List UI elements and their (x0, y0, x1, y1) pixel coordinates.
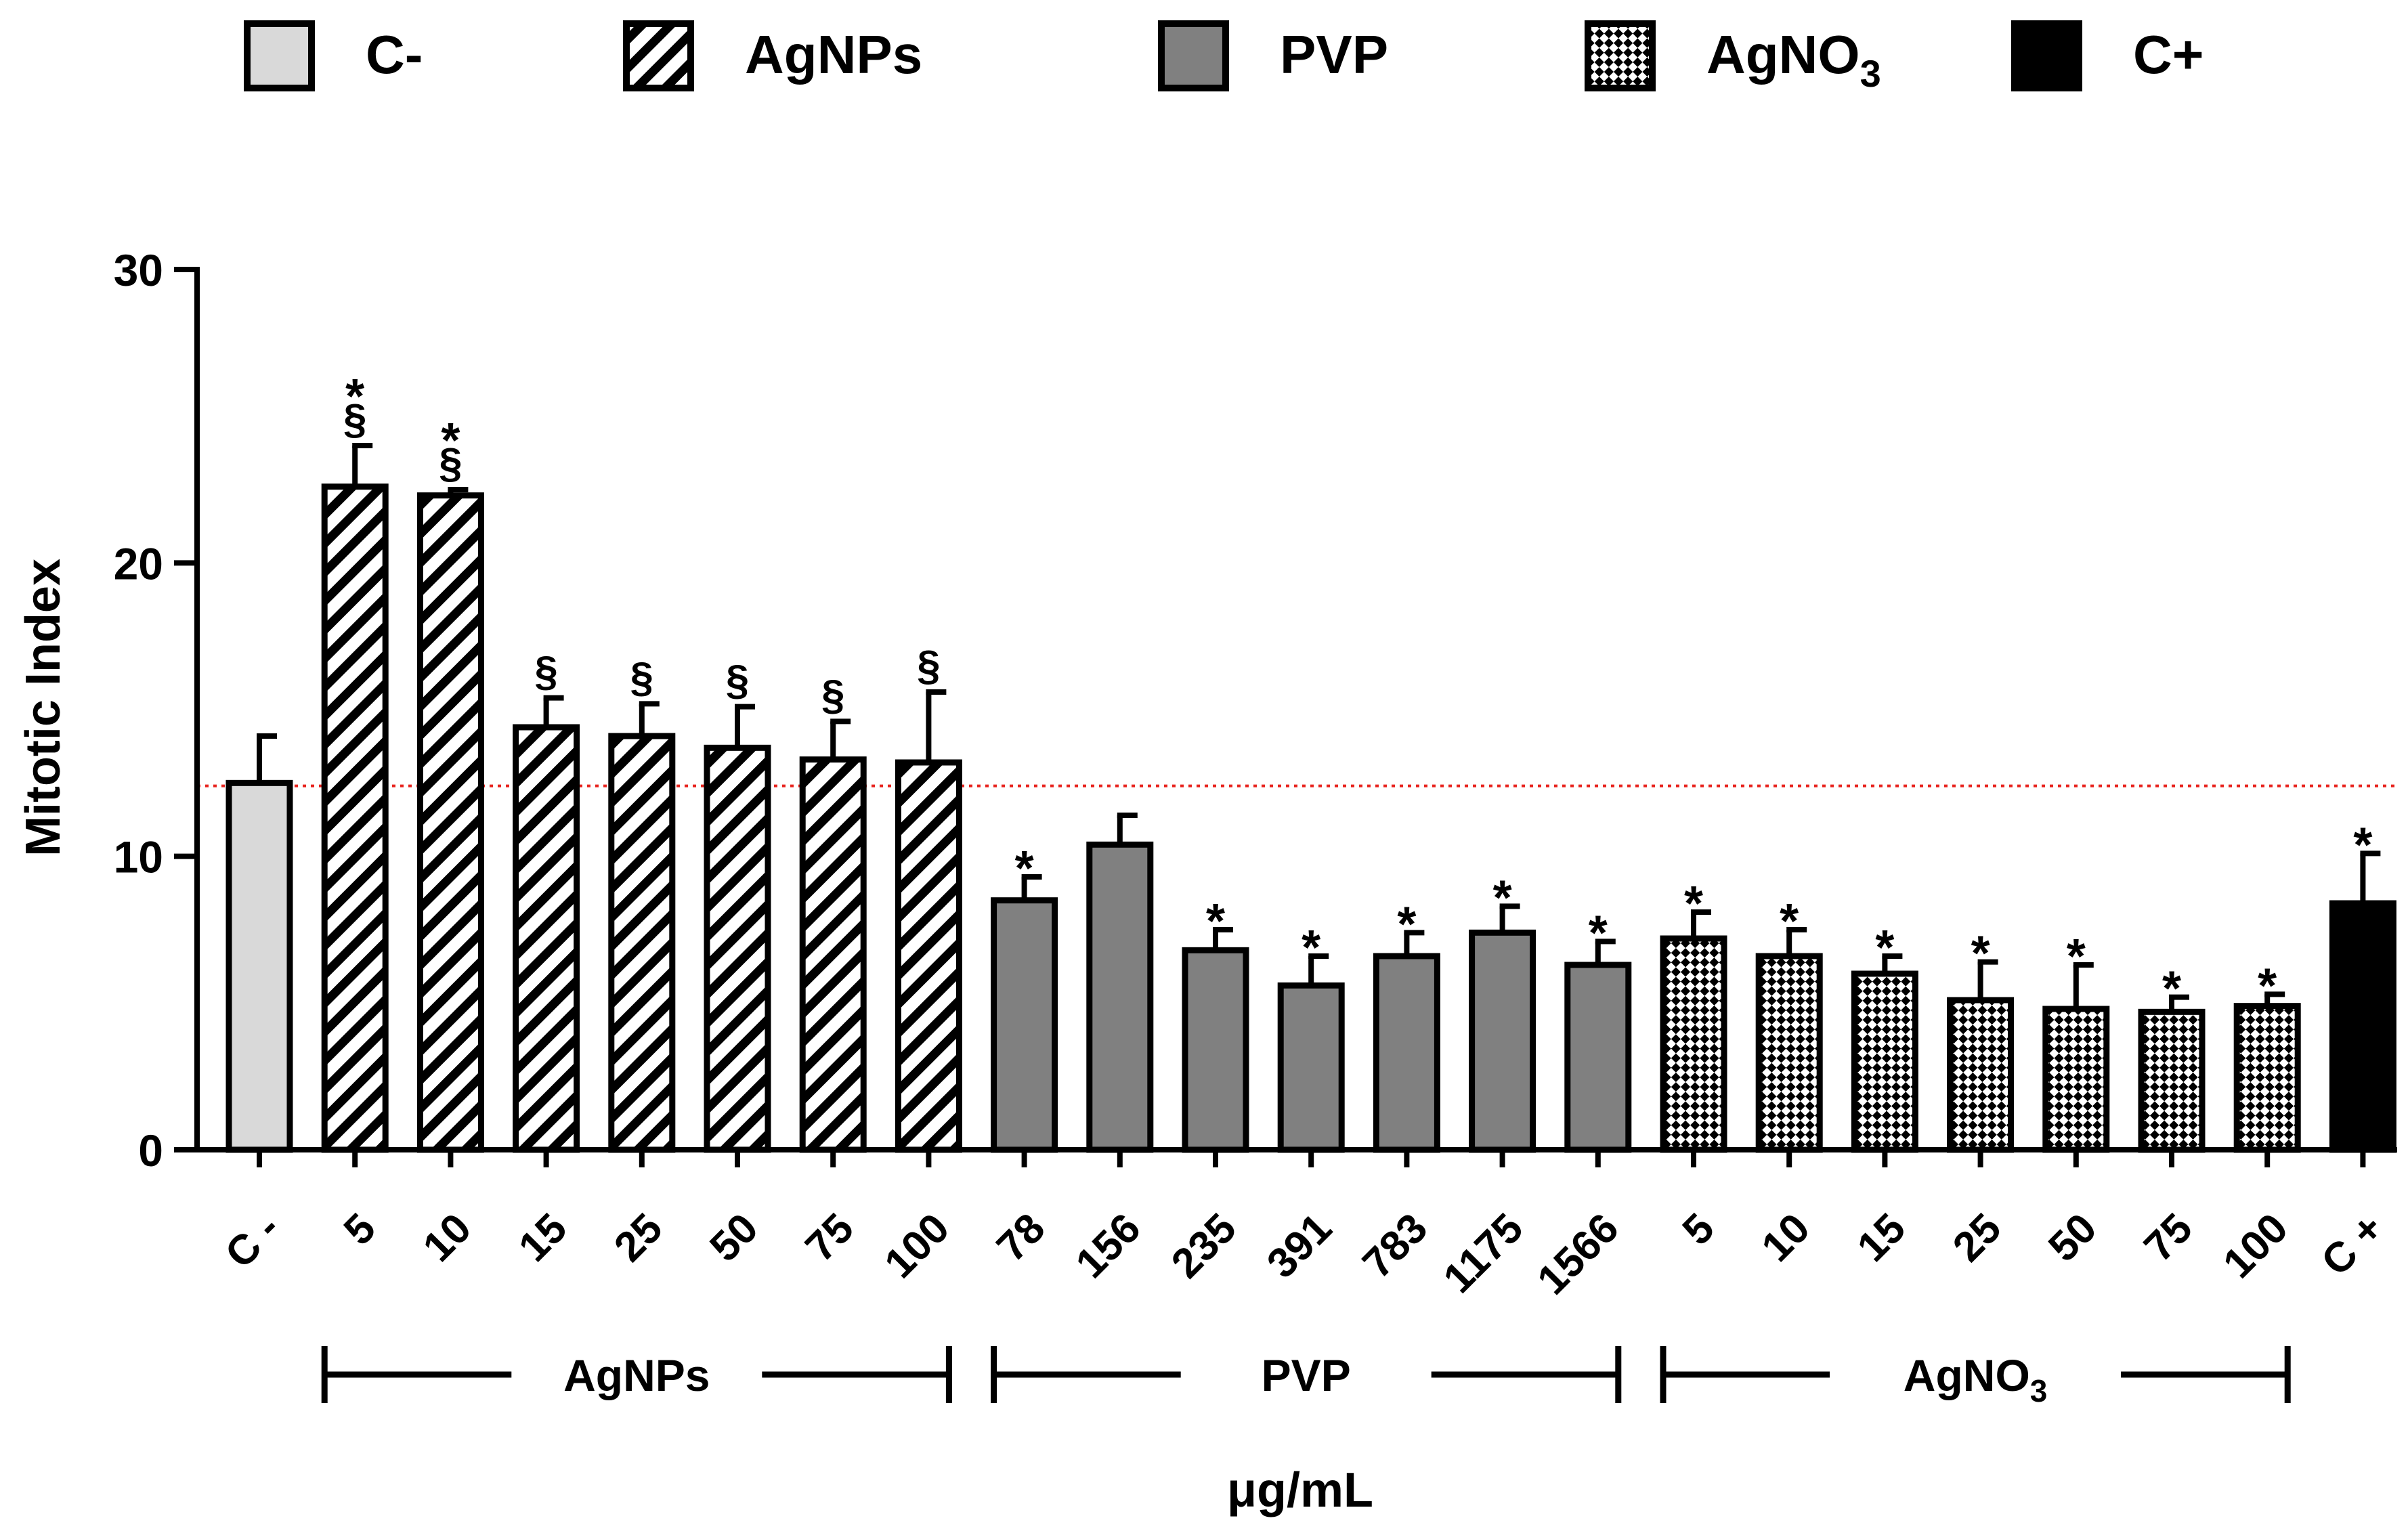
significance-star: * (1589, 906, 1608, 960)
bar-cneg (225, 779, 293, 1153)
significance-section-mark: § (534, 649, 557, 695)
significance-star: * (1206, 894, 1225, 949)
x-tick-label: 1566 (1528, 1205, 1627, 1303)
x-tick-label: 156 (1067, 1205, 1150, 1287)
significance-star: * (1875, 921, 1894, 975)
legend-swatch-cpos (2011, 20, 2082, 91)
significance-section-mark: § (917, 643, 940, 689)
bar-cpos (2329, 900, 2396, 1153)
x-axis-title: μg/mL (1227, 1463, 1373, 1517)
legend-label-cpos: C+ (2133, 24, 2204, 85)
bar-pvp (1086, 841, 1154, 1153)
significance-star: * (2162, 962, 2181, 1016)
bar-agnps (799, 756, 867, 1153)
plot-area: C -§*5§*10§15§25§50§75§100*78 156*235*391… (114, 245, 2397, 1408)
significance-section-mark: § (439, 440, 462, 487)
y-axis-title: Mitotic Index (16, 559, 70, 857)
significance-star: * (1493, 871, 1512, 925)
x-tick-label: 15 (510, 1205, 576, 1271)
bar-pvp (1564, 962, 1632, 1153)
group-label: AgNO3 (1904, 1350, 2048, 1408)
legend-swatch-pvp (1158, 20, 1229, 91)
group-label: AgNPs (563, 1350, 710, 1400)
significance-section-mark: § (630, 654, 653, 701)
x-tick-label: 10 (414, 1205, 481, 1271)
x-tick-label: 783 (1354, 1205, 1436, 1287)
significance-section-mark: § (343, 396, 366, 443)
bar-pvp (1182, 947, 1249, 1153)
bar-agnps (321, 483, 389, 1153)
bar-agno3 (1851, 970, 1918, 1153)
x-tick-label: 50 (2040, 1205, 2106, 1271)
x-tick-label: 235 (1163, 1205, 1245, 1287)
bar-agno3 (2233, 1003, 2301, 1153)
bar-agno3 (1660, 935, 1727, 1153)
significance-star: * (441, 414, 460, 468)
x-tick-label: C - (217, 1205, 289, 1277)
bar-agnps (895, 759, 962, 1153)
x-tick-label: 15 (1849, 1205, 1915, 1271)
significance-section-mark: § (821, 672, 844, 718)
x-tick-label: 391 (1258, 1205, 1341, 1287)
x-tick-label: 100 (2214, 1205, 2297, 1287)
significance-star: * (2353, 818, 2372, 872)
legend-label-pvp: PVP (1280, 24, 1388, 85)
bar-agno3 (2042, 1006, 2110, 1153)
bar-agnps (704, 744, 771, 1153)
legend-label-cneg: C- (366, 24, 423, 85)
bar-pvp (1277, 982, 1345, 1153)
x-tick-label: 25 (605, 1205, 672, 1271)
x-tick-label: 75 (2135, 1205, 2201, 1271)
x-tick-label: 5 (335, 1205, 385, 1254)
significance-star: * (2067, 930, 2086, 984)
legend-swatch-agnps (623, 20, 694, 91)
x-tick-label: 75 (797, 1205, 863, 1271)
x-tick-label: 100 (876, 1205, 958, 1287)
legend-swatch-cneg (244, 20, 315, 91)
x-tick-label: 50 (701, 1205, 767, 1271)
bar-pvp (1373, 953, 1440, 1153)
y-tick-label: 30 (114, 245, 163, 295)
significance-section-mark: § (726, 657, 749, 704)
significance-star: * (2258, 959, 2277, 1013)
group-label: PVP (1262, 1350, 1351, 1400)
x-tick-label: 78 (988, 1205, 1054, 1271)
bar-agno3 (1755, 953, 1823, 1153)
bar-pvp (1469, 929, 1536, 1153)
x-tick-label: C + (2313, 1205, 2392, 1285)
bar-agnps (416, 492, 484, 1153)
y-tick-label: 0 (138, 1125, 163, 1176)
significance-star: * (1780, 894, 1799, 949)
significance-star: * (345, 370, 364, 424)
bar-agnps (513, 724, 580, 1153)
significance-star: * (1684, 877, 1703, 931)
significance-star: * (1971, 927, 1990, 981)
legend-swatch-agno3 (1585, 20, 1656, 91)
bar-agno3 (2138, 1008, 2206, 1153)
x-tick-label: 10 (1753, 1205, 1820, 1271)
significance-star: * (1397, 897, 1416, 951)
y-tick-label: 10 (114, 832, 163, 882)
bar-agno3 (1947, 997, 2015, 1153)
x-tick-label: 1175 (1435, 1205, 1532, 1302)
bar-agnps (608, 733, 676, 1153)
x-tick-label: 25 (1944, 1205, 2011, 1271)
x-tick-label: 5 (1674, 1205, 1723, 1254)
legend-label-agno3: AgNO3 (1706, 24, 1881, 95)
legend: C- AgNPs PVP AgNO3 C+ (244, 20, 2204, 95)
y-tick-label: 20 (114, 538, 163, 588)
significance-star: * (1015, 842, 1034, 896)
significance-star: * (1302, 921, 1320, 975)
bar-pvp (991, 897, 1058, 1153)
legend-label-agnps: AgNPs (745, 24, 922, 85)
